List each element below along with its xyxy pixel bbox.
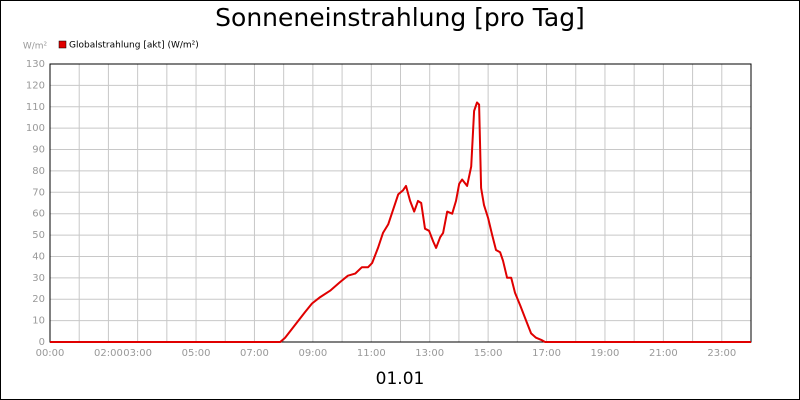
y-tick-label: 60 — [32, 209, 45, 220]
x-tick-label: 15:00 — [474, 348, 503, 359]
y-tick-label: 0 — [39, 337, 45, 348]
x-tick-label: 23:00 — [707, 348, 736, 359]
y-axis-label: W/m² — [23, 42, 48, 52]
x-axis-label: 01.01 — [376, 369, 425, 389]
y-tick-label: 40 — [32, 251, 45, 262]
data-line — [50, 101, 751, 343]
plot-border — [49, 63, 752, 343]
y-tick-label: 30 — [32, 273, 45, 284]
y-tick-label: 100 — [26, 123, 45, 134]
x-tick-label: 09:00 — [298, 348, 327, 359]
x-tick-label: 17:00 — [532, 348, 561, 359]
x-tick-label: 07:00 — [240, 348, 269, 359]
y-tick-label: 20 — [32, 294, 45, 305]
y-tick-label: 130 — [26, 59, 45, 70]
y-tick-label: 120 — [26, 80, 45, 91]
x-tick-label: 13:00 — [415, 348, 444, 359]
x-tick-label: 02:00 — [94, 348, 123, 359]
x-tick-label: 11:00 — [357, 348, 386, 359]
legend-swatch — [58, 40, 67, 49]
x-tick-label: 19:00 — [591, 348, 620, 359]
x-tick-label: 05:00 — [182, 348, 211, 359]
y-tick-label: 80 — [32, 166, 45, 177]
x-tick-label: 03:00 — [123, 348, 152, 359]
y-tick-label: 10 — [32, 316, 45, 327]
chart-title: Sonneneinstrahlung [pro Tag] — [215, 3, 585, 32]
legend-label: Globalstrahlung [akt] (W/m²) — [69, 41, 199, 51]
x-tick-label: 21:00 — [649, 348, 678, 359]
y-tick-label: 50 — [32, 230, 45, 241]
y-tick-label: 90 — [32, 145, 45, 156]
x-tick-label: 00:00 — [36, 348, 65, 359]
y-tick-label: 110 — [26, 102, 45, 113]
y-tick-label: 70 — [32, 187, 45, 198]
